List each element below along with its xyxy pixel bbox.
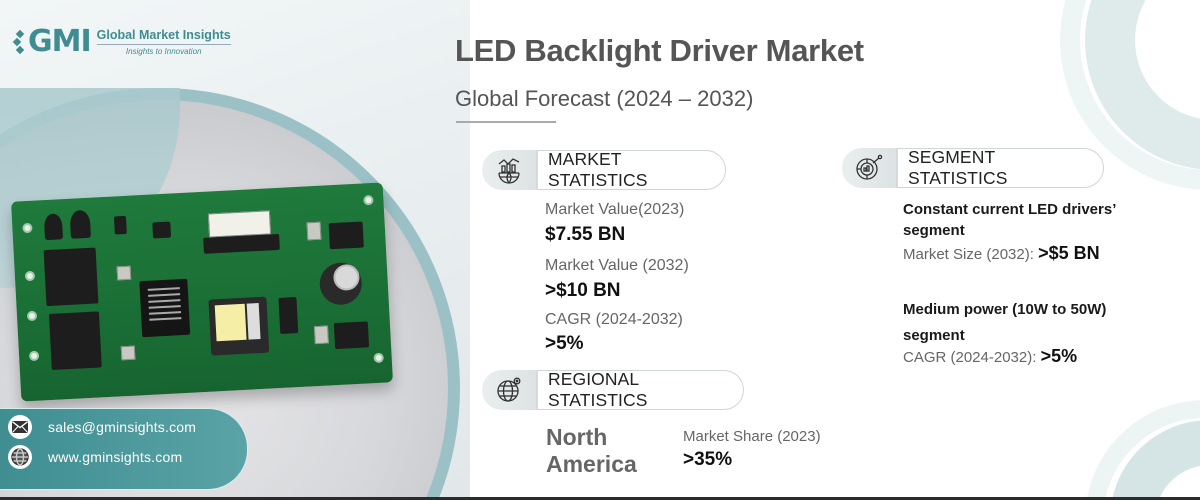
product-photo-area <box>0 0 470 497</box>
market-value-2032-value: >$10 BN <box>545 280 621 301</box>
contact-email-row[interactable]: sales@gminsights.com <box>8 415 196 439</box>
market-value-2032-label: Market Value (2032) <box>545 257 689 274</box>
segment-1-title-line1: Constant current LED drivers’ <box>903 201 1117 218</box>
contact-bar: sales@gminsights.com www.gminsights.com <box>0 408 248 490</box>
logo-mark: GMI <box>28 24 92 59</box>
title-divider <box>456 121 556 123</box>
region-market-share-value: >35% <box>683 449 733 470</box>
market-statistics-title: MARKET STATISTICS <box>536 149 726 190</box>
contact-website-link[interactable]: www.gminsights.com <box>48 449 183 465</box>
segment-statistics-title: SEGMENT STATISTICS <box>896 147 1104 188</box>
segment-1-title-line2: segment <box>903 222 965 239</box>
market-value-2023-value: $7.55 BN <box>545 224 626 245</box>
page-title: LED Backlight Driver Market <box>455 33 864 68</box>
region-name: North America <box>546 424 637 478</box>
globe-icon <box>8 445 32 469</box>
segment-1-metric-value: >$5 BN <box>1038 243 1100 263</box>
regional-statistics-header: REGIONAL STATISTICS <box>482 369 744 410</box>
segment-2-metric-label: CAGR (2024-2032): <box>903 349 1041 366</box>
region-name-line1: North <box>546 424 608 450</box>
pcb-board-image <box>11 182 393 402</box>
segment-2-metric: CAGR (2024-2032): >5% <box>903 346 1077 367</box>
gmi-logo: GMI Global Market Insights Insights to I… <box>12 24 231 59</box>
logo-diamond-icon <box>12 29 26 54</box>
region-name-line2: America <box>546 451 637 477</box>
segment-1-metric-label: Market Size (2032): <box>903 246 1039 263</box>
target-chart-icon <box>842 148 896 188</box>
segment-statistics-header: SEGMENT STATISTICS <box>842 147 1104 188</box>
regional-statistics-title: REGIONAL STATISTICS <box>536 369 744 410</box>
logo-tagline: Insights to Innovation <box>125 46 202 56</box>
cagr-value: >5% <box>545 333 584 354</box>
segment-2-metric-value: >5% <box>1040 346 1078 366</box>
region-market-share-label: Market Share (2023) <box>683 428 821 445</box>
segment-1-metric: Market Size (2032): >$5 BN <box>903 243 1100 264</box>
logo-company-name: Global Market Insights <box>96 28 231 45</box>
envelope-icon <box>8 415 32 439</box>
globe-pin-icon <box>482 370 536 410</box>
globe-chart-icon <box>482 150 536 190</box>
contact-email-link[interactable]: sales@gminsights.com <box>48 419 197 435</box>
segment-2-title-line1: Medium power (10W to 50W) <box>903 301 1107 318</box>
segment-2-title: Medium power (10W to 50W) segment <box>903 297 1106 349</box>
market-statistics-header: MARKET STATISTICS <box>482 149 726 190</box>
segment-1-title: Constant current LED drivers’ segment <box>903 199 1116 241</box>
market-value-2023-label: Market Value(2023) <box>545 201 685 218</box>
contact-website-row[interactable]: www.gminsights.com <box>8 445 182 469</box>
segment-2-title-line2: segment <box>903 327 965 344</box>
page-subtitle: Global Forecast (2024 – 2032) <box>455 86 754 111</box>
cagr-label: CAGR (2024-2032) <box>545 311 683 328</box>
